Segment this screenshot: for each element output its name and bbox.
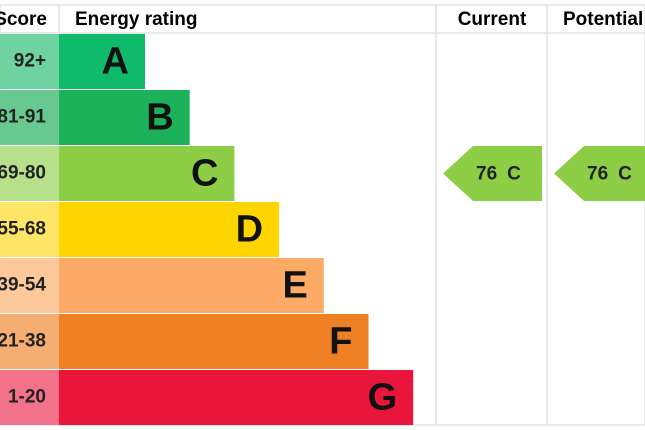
potential-letter: C [618,164,632,185]
band-bar [59,34,145,89]
band-score: 55-68 [0,219,46,240]
current-header: Current [458,9,527,30]
score-cell [0,202,59,257]
score-cell [0,314,59,369]
rating-header: Energy rating [75,9,197,30]
band-letter: B [146,97,173,139]
potential-arrow [554,146,645,201]
band-bar [59,90,190,145]
band-bar [59,258,324,313]
score-cell [0,370,59,425]
current-label: 76 C [476,164,521,185]
current-letter: C [507,164,521,185]
band-letter: C [191,153,218,195]
band-letter: G [368,377,398,419]
band-bar [59,202,280,257]
potential-label: 76 C [587,164,632,185]
band-score: 1-20 [8,387,46,408]
band-letter: D [236,209,263,251]
band-score: 81-91 [0,107,46,128]
potential-header: Potential [563,9,643,30]
band-score: 69-80 [0,163,46,184]
band-score: 92+ [14,51,46,72]
score-cell [0,34,59,89]
current-arrow [443,146,542,201]
score-cell [0,146,59,201]
band-letter: A [102,41,129,83]
current-value: 76 [476,164,497,185]
band-letter: F [329,321,352,363]
band-score: 21-38 [0,331,46,352]
potential-value: 76 [587,164,608,185]
band-letter: E [282,265,307,307]
band-bar [59,314,369,369]
score-header: Score [0,9,47,30]
score-cell [0,258,59,313]
band-score: 39-54 [0,275,46,296]
band-bar [59,146,235,201]
band-bar [59,370,414,425]
score-cell [0,90,59,145]
